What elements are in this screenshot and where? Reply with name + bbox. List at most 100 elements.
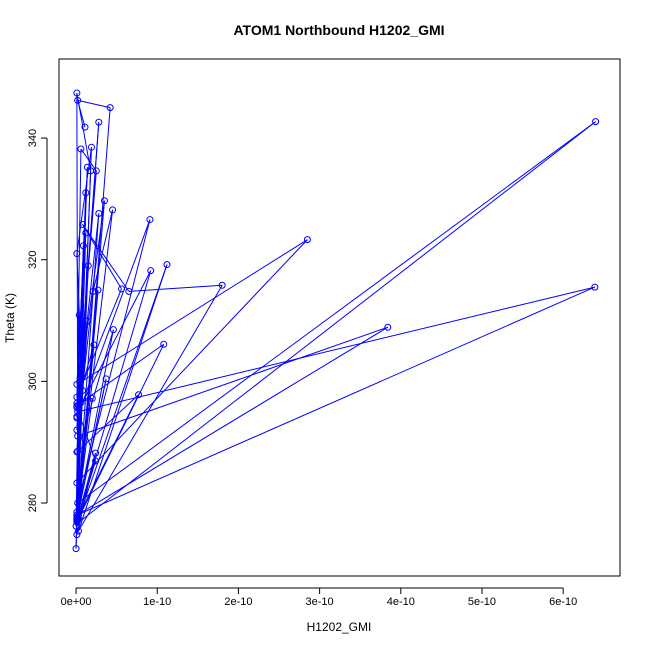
data-point: [87, 143, 95, 151]
data-point: [74, 96, 82, 104]
series-line-segment: [78, 264, 168, 519]
data-point: [74, 513, 82, 521]
data-point: [591, 283, 599, 291]
series-line-segment: [128, 284, 223, 292]
series-line-segment: [76, 92, 92, 172]
chart-title: ATOM1 Northbound H1202_GMI: [233, 22, 444, 38]
y-tick-label: 340: [27, 129, 39, 147]
data-point: [592, 118, 600, 126]
series-line-segment: [78, 121, 596, 523]
data-point: [303, 236, 311, 244]
series-line-segment: [76, 286, 596, 516]
x-tick-label: 0e+00: [61, 596, 92, 608]
data-point: [92, 449, 100, 457]
series-line-segment: [76, 239, 308, 385]
series-line-segment: [76, 265, 89, 452]
y-tick-label: 320: [27, 251, 39, 269]
series-line-segment: [76, 239, 308, 484]
x-tick-label: 4e-10: [387, 596, 415, 608]
data-point: [84, 262, 92, 270]
data-point: [72, 545, 80, 553]
y-axis: 280 300 320 340: [27, 129, 48, 512]
data-point: [218, 281, 226, 289]
data-point: [90, 341, 98, 349]
data-point: [75, 311, 83, 319]
series-line-segment: [76, 378, 107, 521]
data-point: [125, 287, 133, 295]
y-tick-label: 300: [27, 372, 39, 390]
series-line-segment: [76, 453, 97, 522]
data-point: [88, 394, 96, 402]
series-line-segment: [76, 326, 389, 516]
series-line-segment: [76, 329, 114, 516]
data-point: [89, 287, 97, 295]
data-point: [87, 167, 95, 175]
series-line-segment: [77, 270, 152, 413]
data-point: [92, 457, 100, 465]
data-point: [81, 123, 89, 131]
data-point: [146, 216, 154, 224]
x-tick-label: 5e-10: [468, 596, 496, 608]
data-point: [73, 514, 81, 522]
series-line-segment: [82, 224, 122, 290]
data-point: [73, 517, 81, 525]
data-point: [109, 206, 117, 214]
data-point: [147, 267, 155, 275]
series-line-segment: [92, 209, 114, 292]
y-tick-label: 280: [27, 494, 39, 512]
series-line-segment: [77, 200, 105, 518]
data-point: [100, 197, 108, 205]
x-axis: 0e+00 1e-10 2e-10 3e-10 4e-10 5e-10 6e-10: [61, 587, 577, 608]
data-point: [106, 104, 114, 112]
data-point: [74, 447, 82, 455]
data-point: [102, 375, 110, 383]
data-point: [79, 386, 87, 394]
data-point: [95, 209, 103, 217]
data-point: [79, 220, 87, 228]
data-point: [82, 189, 90, 197]
data-point: [73, 399, 81, 407]
series-line-segment: [77, 326, 388, 437]
x-tick-label: 2e-10: [224, 596, 252, 608]
data-point: [73, 404, 81, 412]
x-tick-label: 3e-10: [306, 596, 334, 608]
x-tick-label: 1e-10: [143, 596, 171, 608]
data-point: [83, 317, 91, 325]
data-point: [73, 479, 81, 487]
series-line-segment: [78, 285, 223, 532]
x-tick-label: 6e-10: [549, 596, 577, 608]
data-point: [82, 229, 90, 237]
data-point: [72, 522, 80, 530]
data-point: [73, 250, 81, 258]
data-point: [109, 326, 117, 334]
data-point: [73, 531, 81, 539]
series-line-segment: [77, 99, 111, 109]
series-points: [72, 89, 600, 553]
data-point: [73, 448, 81, 456]
data-point: [163, 261, 171, 269]
series-lines: [75, 92, 596, 549]
data-point: [94, 286, 102, 294]
data-point: [74, 499, 82, 507]
series-line-segment: [76, 394, 140, 520]
data-point: [384, 323, 392, 331]
data-point: [95, 118, 103, 126]
series-line-segment: [76, 213, 100, 520]
data-point: [73, 380, 81, 388]
y-axis-label: Theta (K): [3, 293, 17, 343]
x-axis-label: H1202_GMI: [307, 620, 372, 634]
series-line-segment: [77, 344, 165, 521]
data-point: [118, 285, 126, 293]
series-line-segment: [77, 394, 139, 452]
data-point: [135, 391, 143, 399]
data-point: [73, 89, 81, 97]
data-point: [160, 340, 168, 348]
data-point: [79, 242, 87, 250]
data-point: [73, 426, 81, 434]
series-line-segment: [77, 121, 596, 504]
data-point: [77, 145, 85, 153]
series-line-segment: [82, 224, 130, 292]
